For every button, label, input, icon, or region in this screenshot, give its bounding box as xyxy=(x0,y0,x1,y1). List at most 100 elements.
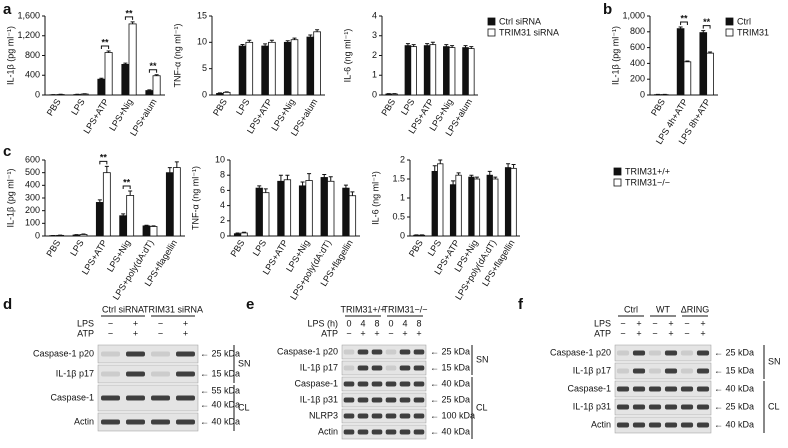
bar xyxy=(298,185,307,237)
bar xyxy=(492,178,499,237)
condition-value: − xyxy=(620,318,625,328)
blot-strip xyxy=(341,344,427,360)
bar xyxy=(455,174,462,237)
y-tick-label: 0 xyxy=(400,230,405,240)
bar xyxy=(142,225,151,237)
band xyxy=(357,365,369,371)
bar xyxy=(391,93,398,96)
error-bar xyxy=(121,213,126,216)
error-bar xyxy=(432,165,437,172)
legend-label: TRIM31−/− xyxy=(625,177,670,187)
y-tick-label: 0 xyxy=(220,230,225,240)
legend-swatch xyxy=(487,17,496,26)
bar xyxy=(342,187,350,237)
x-tick-label: PBS xyxy=(379,97,397,118)
error-bar xyxy=(405,43,410,46)
band xyxy=(371,397,383,403)
bar xyxy=(443,46,450,96)
band xyxy=(126,419,145,425)
band xyxy=(696,404,710,410)
error-bar xyxy=(167,167,172,173)
y-tick-label: 6 xyxy=(220,185,225,195)
band xyxy=(413,381,425,387)
legend-label: TRIM31 siRNA xyxy=(499,27,559,37)
y-tick-label: 200 xyxy=(25,205,40,215)
error-bar xyxy=(678,26,683,29)
bar xyxy=(283,179,292,237)
band xyxy=(126,395,145,401)
bar xyxy=(255,187,263,237)
error-bar xyxy=(425,43,430,46)
error-bar xyxy=(511,164,516,169)
band xyxy=(680,368,694,374)
error-bar xyxy=(257,185,262,189)
y-axis-label: IL-1β (pg ml⁻¹) xyxy=(5,169,15,228)
bar xyxy=(486,174,493,237)
significance-bracket xyxy=(100,45,110,50)
blot-strip xyxy=(614,362,712,380)
bar xyxy=(172,167,181,237)
band xyxy=(176,395,195,401)
error-bar xyxy=(701,30,706,33)
bar xyxy=(431,170,438,237)
band xyxy=(385,381,397,387)
band xyxy=(616,350,630,356)
error-bar xyxy=(240,43,245,47)
y-tick-label: 500 xyxy=(25,167,40,177)
y-tick-label: 600 xyxy=(25,154,40,164)
y-tick-label: 4 xyxy=(220,200,225,210)
significance-label: ** xyxy=(101,37,109,47)
bar xyxy=(238,45,247,96)
error-bar xyxy=(292,37,297,40)
row-label: IL-1β p17 xyxy=(300,362,338,372)
legend-label: TRIM31 xyxy=(737,27,769,37)
x-tick-label: LPS xyxy=(69,97,86,117)
y-tick-label: 2 xyxy=(220,215,225,225)
row-label: NLRP3 xyxy=(309,410,338,420)
x-tick-label: LPS xyxy=(426,238,443,258)
marker-label: ← 40 kDa xyxy=(430,378,470,388)
significance-bracket xyxy=(122,185,131,190)
bar xyxy=(327,180,335,237)
group-label: Ctrl siRNA xyxy=(102,304,144,314)
band xyxy=(399,365,411,371)
condition-value: 4 xyxy=(402,318,407,328)
error-bar xyxy=(430,41,435,45)
y-tick-label: 4 xyxy=(372,10,377,20)
bar xyxy=(437,163,444,237)
legend-label: Ctrl xyxy=(737,16,751,26)
band xyxy=(343,349,355,355)
band xyxy=(696,368,710,374)
band xyxy=(151,395,170,401)
bar xyxy=(473,178,481,237)
band xyxy=(680,350,694,356)
row-label: IL-1β p17 xyxy=(56,368,94,378)
condition-value: + xyxy=(402,328,407,338)
error-bar xyxy=(224,91,229,93)
marker-label: ← 40 kDa xyxy=(200,399,240,409)
bar xyxy=(104,52,113,96)
bar xyxy=(145,90,154,96)
band xyxy=(664,350,678,356)
band xyxy=(176,351,195,357)
band xyxy=(357,429,369,435)
condition-value: − xyxy=(158,318,163,328)
error-bar xyxy=(263,43,268,47)
bar xyxy=(72,234,81,237)
y-axis-label: TNF-α (ng ml⁻¹) xyxy=(190,166,200,230)
band xyxy=(151,371,170,377)
y-tick-label: 10 xyxy=(197,37,207,47)
error-bar xyxy=(154,74,159,76)
bar xyxy=(699,32,708,96)
y-tick-label: 8 xyxy=(220,170,225,180)
condition-value: − xyxy=(346,328,351,338)
band xyxy=(664,386,678,392)
blot-strip xyxy=(341,376,427,392)
error-bar xyxy=(487,170,492,176)
y-tick-label: 600 xyxy=(630,42,645,52)
error-bar xyxy=(81,233,86,235)
significance-label: ** xyxy=(123,177,131,187)
marker-label: ← 25 kDa xyxy=(200,348,240,358)
blot-strip xyxy=(341,424,427,440)
